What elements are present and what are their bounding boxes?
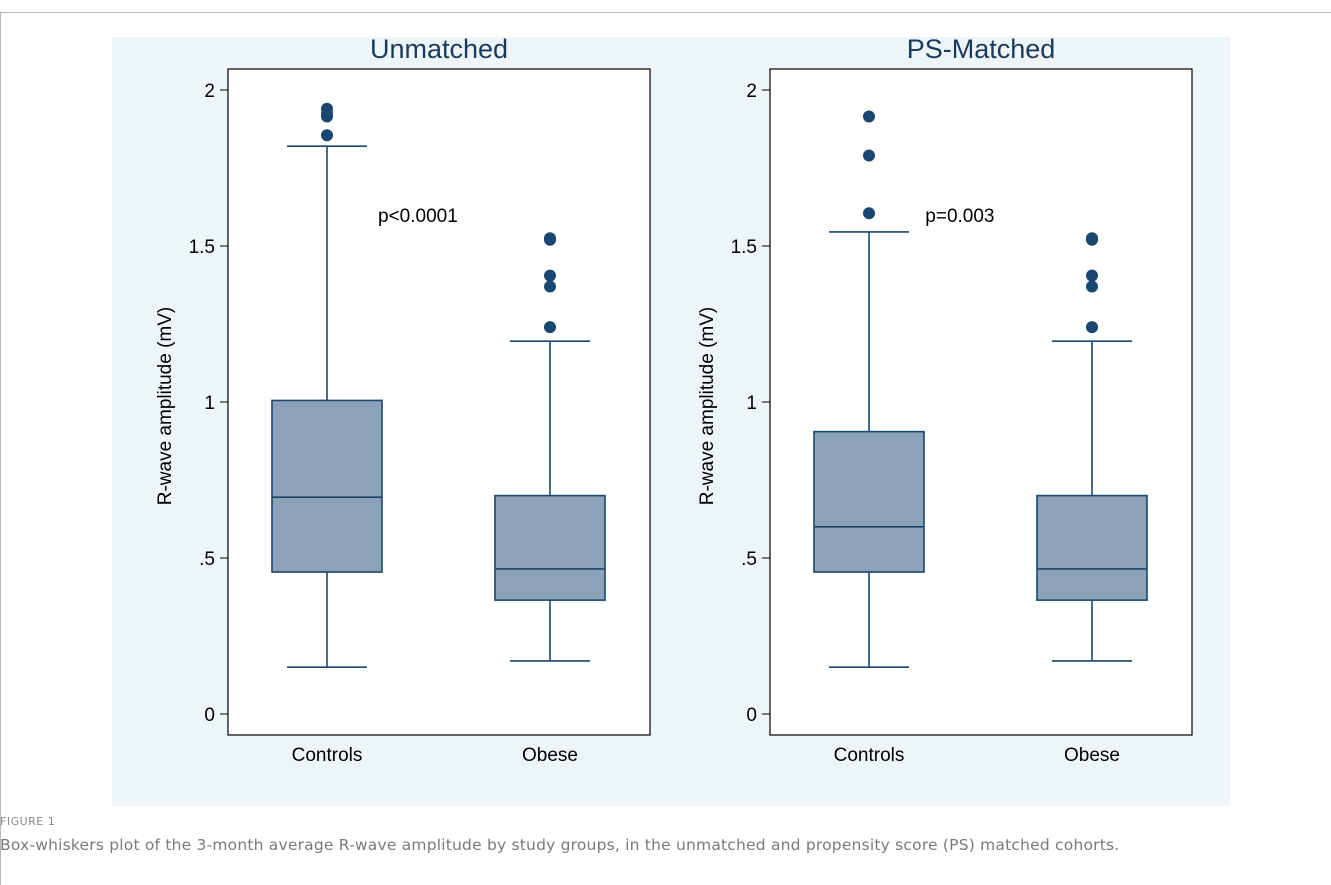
y-tick-label: 2 xyxy=(746,81,757,102)
outlier-point xyxy=(321,129,333,142)
outlier-point xyxy=(1086,280,1098,293)
outlier-point xyxy=(1086,269,1098,282)
figure-label: FIGURE 1 xyxy=(0,815,56,828)
box-iqr xyxy=(1036,494,1148,601)
chart-title: PS-Matched xyxy=(907,34,1056,64)
p-value-annotation: p<0.0001 xyxy=(378,206,458,227)
y-tick-label: 2 xyxy=(204,81,215,102)
panel-ps-matched: PS-Matched R-wave amplitude (mV) 0 .5 1 1.5 2 C… xyxy=(697,34,1193,766)
x-category-label: Obese xyxy=(522,745,578,766)
plot-area xyxy=(769,68,1193,736)
y-tick-label: .5 xyxy=(199,549,215,570)
y-tick-label: 1 xyxy=(746,393,757,414)
y-axis-label: R-wave amplitude (mV) xyxy=(155,307,176,506)
y-axis-label: R-wave amplitude (mV) xyxy=(697,307,718,506)
y-tick-label: 1.5 xyxy=(189,237,215,258)
y-tick-label: .5 xyxy=(741,549,757,570)
outlier-point xyxy=(863,110,875,123)
chart-title: Unmatched xyxy=(370,34,508,64)
outlier-point xyxy=(544,269,556,282)
y-tick-label: 1.5 xyxy=(731,237,757,258)
outlier-point xyxy=(544,321,556,334)
box-iqr xyxy=(271,399,383,573)
x-category-label: Controls xyxy=(292,745,363,766)
outlier-point xyxy=(544,280,556,293)
y-tick-label: 0 xyxy=(746,705,757,726)
box-iqr xyxy=(813,430,925,573)
x-category-label: Obese xyxy=(1064,745,1120,766)
figure-frame xyxy=(0,12,1331,885)
figure-caption: Box-whiskers plot of the 3-month average… xyxy=(0,836,1120,854)
box-iqr xyxy=(494,494,606,601)
outlier-point xyxy=(1086,321,1098,334)
outlier-point xyxy=(321,102,333,115)
y-tick-label: 1 xyxy=(204,393,215,414)
y-tick-label: 0 xyxy=(204,705,215,726)
outlier-point xyxy=(1086,232,1098,245)
outlier-point xyxy=(863,207,875,220)
x-category-label: Controls xyxy=(834,745,905,766)
outlier-point xyxy=(544,232,556,245)
p-value-annotation: p=0.003 xyxy=(925,206,994,227)
outlier-point xyxy=(863,149,875,162)
panel-unmatched: Unmatched R-wave amplitude (mV) 0 .5 1 1.5 2 Co… xyxy=(155,34,651,766)
